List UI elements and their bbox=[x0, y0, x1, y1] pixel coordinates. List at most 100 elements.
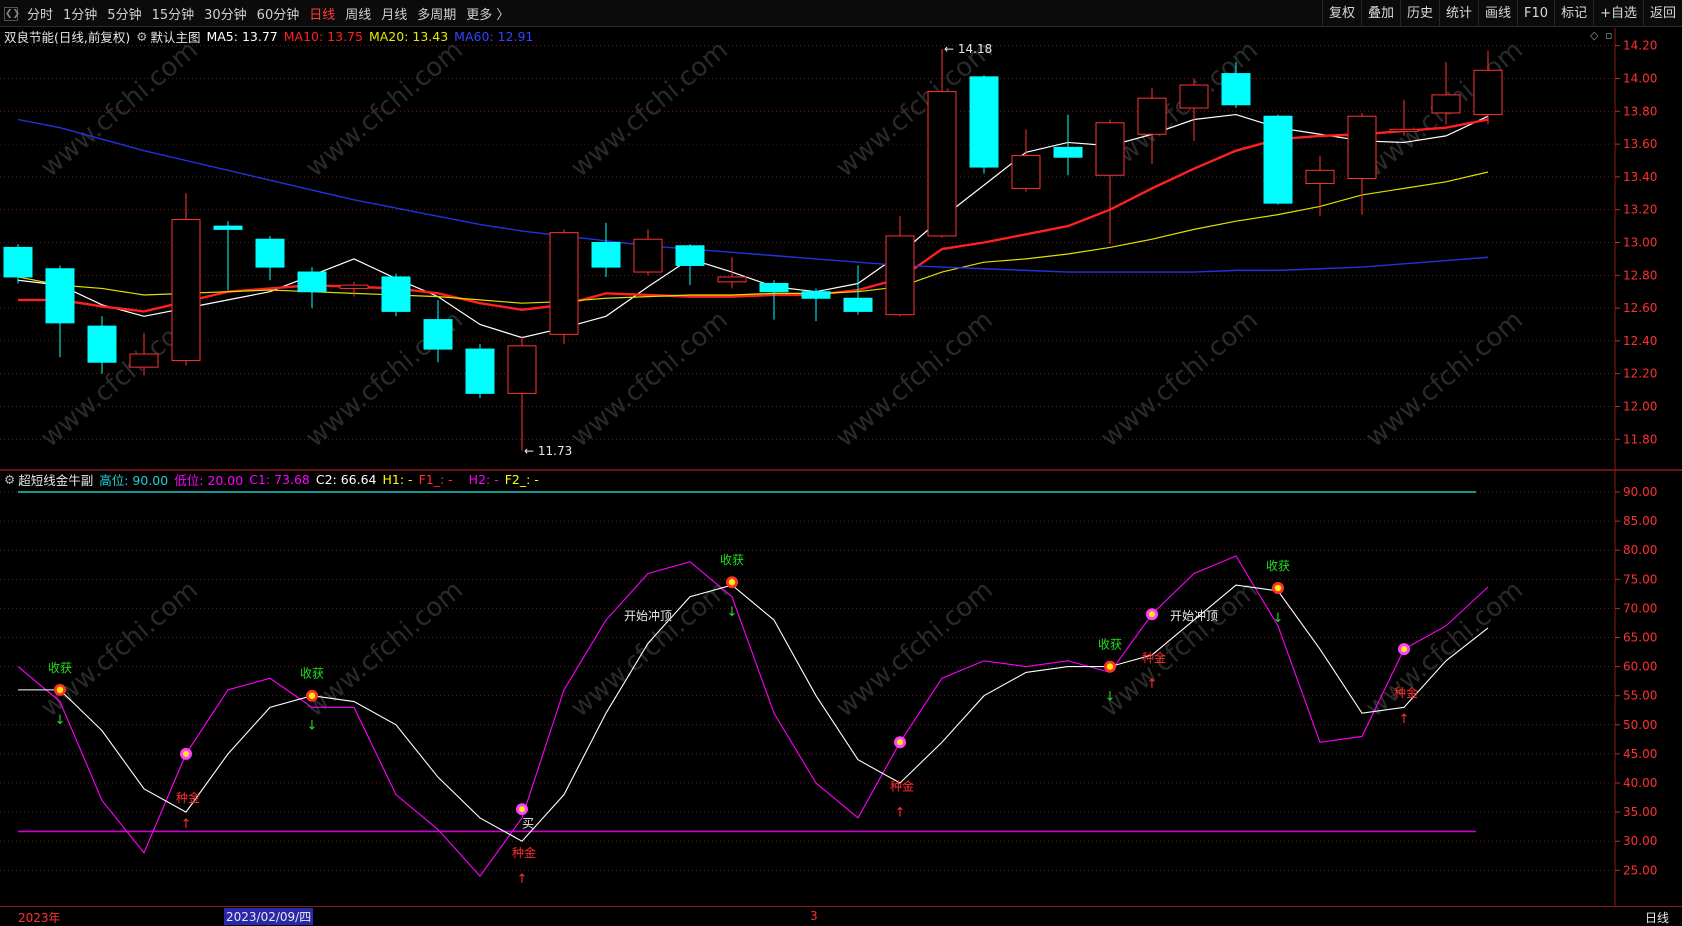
signal-marker: 种金 ↑ bbox=[176, 747, 200, 832]
signal-marker: 收获 ↓ bbox=[1098, 638, 1122, 705]
period-tab-1[interactable]: 1分钟 bbox=[63, 8, 98, 23]
candle bbox=[381, 273, 411, 317]
candle-body bbox=[885, 235, 915, 316]
template-name[interactable]: 默认主图 bbox=[150, 30, 201, 45]
ma-line-ma20 bbox=[17, 171, 1489, 304]
tool-button-2[interactable]: 历史 bbox=[1399, 0, 1439, 27]
candle bbox=[591, 222, 621, 277]
sub-y-tick-label: 90.00 bbox=[1623, 485, 1657, 499]
tool-buttons: 复权 叠加 历史 统计 画线 F10 标记 +自选 返回 bbox=[1321, 0, 1682, 27]
candle bbox=[885, 216, 915, 317]
candle-body bbox=[1305, 169, 1335, 184]
sub-y-tick-label: 70.00 bbox=[1623, 601, 1657, 615]
candle bbox=[633, 229, 663, 276]
tool-button-3[interactable]: 统计 bbox=[1439, 0, 1478, 27]
period-tab-8[interactable]: 月线 bbox=[381, 8, 408, 23]
sub-settings-icon[interactable]: ⚙ bbox=[4, 472, 16, 487]
plant-label: 种金 bbox=[1142, 650, 1166, 665]
candle-body bbox=[339, 284, 369, 289]
down-arrow-icon: ↓ bbox=[1105, 690, 1116, 705]
candle-body bbox=[255, 238, 285, 268]
candle bbox=[1095, 119, 1125, 245]
period-tab-6[interactable]: 日线 bbox=[309, 8, 336, 23]
time-axis-bar: 2023年 2023/02/09/四 3 日线 bbox=[0, 906, 1682, 926]
tool-button-1[interactable]: 叠加 bbox=[1360, 0, 1400, 27]
watermark: www.cfchi.com bbox=[300, 575, 469, 723]
tool-button-6[interactable]: 标记 bbox=[1554, 0, 1593, 27]
signal-marker: 种金 ↑ bbox=[512, 803, 536, 887]
plant-dot-center bbox=[1149, 611, 1155, 618]
low-level-value: 低位: 20.00 bbox=[174, 473, 244, 488]
stock-name[interactable]: 双良节能(日线,前复权) bbox=[4, 30, 131, 45]
period-tab-2[interactable]: 5分钟 bbox=[107, 8, 142, 23]
sub-y-tick-label: 85.00 bbox=[1623, 514, 1657, 528]
period-tab-0[interactable]: 分时 bbox=[27, 8, 54, 23]
up-arrow-icon: ↑ bbox=[517, 872, 528, 887]
tool-button-0[interactable]: 复权 bbox=[1321, 0, 1361, 27]
candle-body bbox=[591, 242, 621, 268]
candle-body bbox=[3, 246, 33, 278]
candle-body bbox=[423, 319, 453, 350]
sub-y-tick-label: 45.00 bbox=[1623, 747, 1657, 761]
tool-button-8[interactable]: 返回 bbox=[1642, 0, 1682, 27]
settings-icon[interactable]: ⚙ bbox=[136, 29, 148, 44]
candle-body bbox=[87, 325, 117, 363]
tool-button-7[interactable]: +自选 bbox=[1593, 0, 1643, 27]
signal-marker: 种金 ↑ bbox=[890, 736, 914, 820]
period-indicator[interactable]: 日线 bbox=[1645, 911, 1670, 925]
harvest-dot-center bbox=[56, 686, 64, 694]
candle-body bbox=[1095, 122, 1125, 176]
sub-y-tick-label: 65.00 bbox=[1623, 631, 1657, 645]
watermark: www.cfchi.com bbox=[35, 575, 204, 723]
c2-value: C2: 66.64 bbox=[315, 472, 377, 487]
watermark: www.cfchi.com bbox=[830, 575, 999, 723]
candle-body bbox=[507, 345, 537, 394]
candle bbox=[717, 257, 747, 289]
plant-label: 种金 bbox=[1394, 685, 1418, 700]
plant-label: 种金 bbox=[512, 845, 536, 860]
candle bbox=[423, 299, 453, 363]
chart-canvas[interactable]: www.cfchi.com www.cfchi.com www.cfchi.com w… bbox=[0, 28, 1682, 906]
candle-body bbox=[465, 348, 495, 394]
plant-dot-center bbox=[1401, 646, 1407, 653]
candle bbox=[1221, 62, 1251, 109]
ma-line-ma10 bbox=[18, 118, 1489, 313]
watermark: www.cfchi.com bbox=[300, 35, 469, 183]
sub-y-tick-label: 80.00 bbox=[1623, 543, 1657, 557]
candle bbox=[927, 48, 957, 238]
up-arrow-icon: ↑ bbox=[1399, 712, 1410, 727]
tool-button-5[interactable]: F10 bbox=[1517, 0, 1554, 27]
candle bbox=[1305, 155, 1335, 217]
period-tab-10[interactable]: 更多 〉 bbox=[466, 8, 510, 23]
period-tab-7[interactable]: 周线 bbox=[345, 8, 372, 23]
candle-body bbox=[633, 238, 663, 273]
ma20-value: MA20: 13.43 bbox=[368, 29, 449, 44]
sub-y-tick-label: 35.00 bbox=[1623, 805, 1657, 819]
collapse-icon[interactable]: ❮❯ bbox=[4, 6, 21, 21]
sub-y-tick-label: 25.00 bbox=[1623, 863, 1657, 877]
main-y-tick-label: 14.00 bbox=[1623, 72, 1657, 86]
indicator-line-c2 bbox=[18, 584, 1489, 842]
candle-body bbox=[969, 76, 999, 168]
period-tab-5[interactable]: 60分钟 bbox=[256, 8, 300, 23]
signal-marker: 种金 ↑ bbox=[1142, 608, 1166, 692]
main-y-tick-label: 13.40 bbox=[1623, 170, 1657, 184]
candle-body bbox=[1137, 97, 1167, 135]
candle bbox=[759, 280, 789, 320]
period-tab-3[interactable]: 15分钟 bbox=[151, 8, 195, 23]
indicator-name[interactable]: 超短线金牛副 bbox=[18, 473, 94, 488]
main-y-tick-label: 13.20 bbox=[1623, 203, 1657, 217]
watermark: www.cfchi.com bbox=[565, 305, 734, 453]
top-toolbar: ❮❯ 分时 1分钟 5分钟 15分钟 30分钟 60分钟 日线 周线 月线 多周期 更多 〉 复权叠… bbox=[0, 0, 1682, 27]
plant-label: 种金 bbox=[890, 778, 914, 793]
tool-button-4[interactable]: 画线 bbox=[1478, 0, 1517, 27]
period-tab-9[interactable]: 多周期 bbox=[417, 8, 457, 23]
watermark: www.cfchi.com bbox=[1360, 305, 1529, 453]
candle-body bbox=[1473, 69, 1503, 116]
watermark: www.cfchi.com bbox=[565, 35, 734, 183]
candle bbox=[1011, 129, 1041, 192]
harvest-label: 收获 bbox=[1266, 559, 1290, 573]
ma60-value: MA60: 12.91 bbox=[454, 29, 534, 44]
period-tab-4[interactable]: 30分钟 bbox=[204, 8, 247, 23]
